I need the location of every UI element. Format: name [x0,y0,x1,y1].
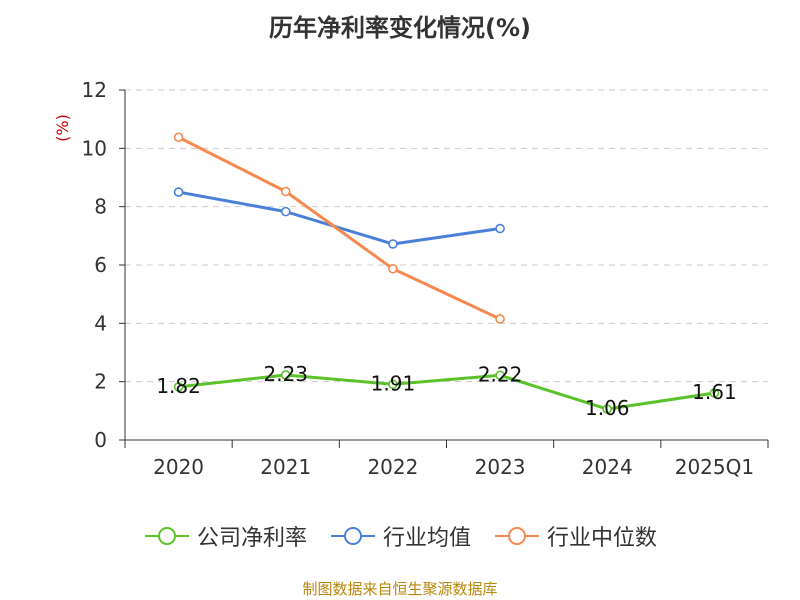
data-point [495,314,505,324]
x-tick-label: 2024 [582,455,633,479]
legend-label-industry-median: 行业中位数 [547,526,658,551]
legend-marker-industry-median [495,527,539,545]
y-tick-label: 10 [82,136,107,160]
data-point [495,223,505,234]
y-axis-label: (%) [53,114,72,142]
data-point [173,132,184,143]
y-tick-label: 8 [94,195,107,219]
legend-marker-industry-mean [330,527,375,545]
data-point [709,388,720,398]
data-point [388,239,398,249]
data-point [280,206,291,217]
data-point [280,370,291,380]
legend-item-industry-median[interactable]: 行业中位数 [493,520,657,552]
data-point [495,370,505,381]
legend: 公司净利率 行业均值 行业中位数 [0,520,800,552]
y-tick-label: 4 [94,311,107,335]
data-label: 1.91 [371,371,416,395]
series-line-1 [178,190,501,246]
y-tick-label: 0 [94,428,107,452]
data-point [602,404,613,414]
x-tick-label: 2020 [153,455,204,479]
data-label: 2.23 [263,362,308,386]
legend-item-industry-mean[interactable]: 行业均值 [329,520,471,552]
data-point [388,263,398,274]
y-tick-label: 12 [82,78,107,102]
data-label: 2.22 [478,362,523,386]
series-line-0 [178,373,715,411]
y-tick-label: 6 [94,253,107,277]
data-point [388,379,398,390]
x-tick-label: 2022 [367,455,418,479]
data-label: 1.61 [692,380,737,404]
data-point [280,186,291,197]
source-footer: 制图数据来自恒生聚源数据库 [302,580,498,598]
legend-label-industry-mean: 行业均值 [382,526,471,551]
data-point [173,382,184,392]
legend-label-company: 公司净利率 [196,526,307,551]
data-label: 1.06 [585,396,630,420]
y-tick-label: 2 [94,370,107,394]
data-point [173,187,184,197]
x-tick-label: 2023 [475,455,526,479]
chart-title: 历年净利率变化情况(%) [269,14,531,42]
x-tick-label: 2025Q1 [675,455,754,479]
x-tick-label: 2021 [260,455,311,479]
series-line-2 [177,135,501,321]
legend-item-company[interactable]: 公司净利率 [143,520,307,552]
legend-marker-company [144,527,189,545]
data-label: 1.82 [156,374,201,398]
